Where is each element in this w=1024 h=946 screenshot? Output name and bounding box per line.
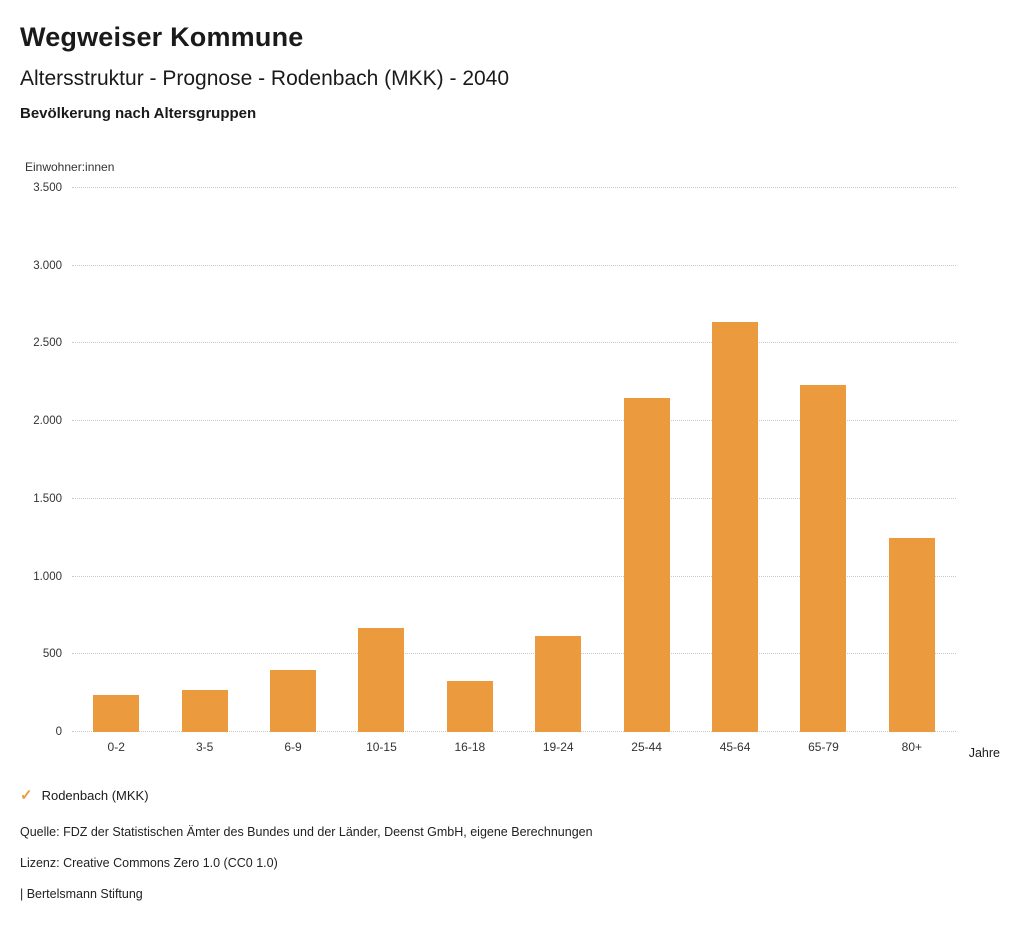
x-tick-label: 80+ xyxy=(901,740,923,754)
bar-65-79[interactable] xyxy=(800,385,847,732)
y-tick-label: 2.500 xyxy=(33,337,62,350)
bar-80+[interactable] xyxy=(888,537,935,732)
bar-6-9[interactable] xyxy=(270,669,317,732)
gridline: 1.500 xyxy=(33,493,956,505)
x-tick-label: 0-2 xyxy=(107,740,125,754)
bar-cell xyxy=(337,188,425,732)
plot-area: 0 500 1.000 1.500 2.000 2.500 3.000 3.500 0-2 3-… xyxy=(33,182,1000,760)
bar-25-44[interactable] xyxy=(623,397,670,732)
gridline: 0 xyxy=(56,726,956,738)
bar-cell xyxy=(72,188,160,732)
check-icon: ✓ xyxy=(20,787,33,804)
bar-16-18[interactable] xyxy=(446,680,493,732)
y-axis-title: Einwohner:innen xyxy=(25,160,115,174)
bar-cell xyxy=(514,188,602,732)
chart-title: Altersstruktur - Prognose - Rodenbach (M… xyxy=(20,67,510,90)
x-tick-label: 10-15 xyxy=(366,740,397,754)
bar-cell xyxy=(691,188,779,732)
bar-series xyxy=(72,188,956,732)
x-tick-label: 6-9 xyxy=(284,740,302,754)
x-tick-label: 3-5 xyxy=(195,740,214,754)
legend-item-rodenbach[interactable]: ✓ Rodenbach (MKK) xyxy=(20,788,1004,803)
attribution-note: | Bertelsmann Stiftung xyxy=(20,887,143,901)
bar-cell xyxy=(779,188,867,732)
gridline: 1.000 xyxy=(33,571,956,583)
source-note: Quelle: FDZ der Statistischen Ämter des … xyxy=(20,825,593,839)
x-tick-label: 25-44 xyxy=(631,740,662,754)
y-tick-label: 3.500 xyxy=(33,182,62,194)
app-title: Wegweiser Kommune xyxy=(20,22,304,52)
page: Wegweiser Kommune Altersstruktur - Progn… xyxy=(20,22,1004,901)
x-tick-label: 16-18 xyxy=(454,740,486,754)
y-tick-label: 3.000 xyxy=(33,259,62,272)
x-axis-labels: 0-2 3-5 6-9 10-15 16-18 19-24 25-44 45-64 65-79 8… xyxy=(72,740,956,754)
bar-0-2[interactable] xyxy=(93,694,140,732)
x-tick-label: 19-24 xyxy=(542,740,574,754)
bar-cell xyxy=(426,188,514,732)
y-tick-label: 500 xyxy=(42,648,62,661)
bar-45-64[interactable] xyxy=(712,321,759,732)
y-tick-label: 0 xyxy=(55,726,62,738)
bar-10-15[interactable] xyxy=(358,627,405,732)
y-tick-label: 1.000 xyxy=(33,570,62,583)
gridline: 2.500 xyxy=(33,337,956,349)
footer: Quelle: FDZ der Statistischen Ämter des … xyxy=(20,825,1004,901)
x-axis-title: Jahre xyxy=(968,746,1000,760)
gridline: 500 xyxy=(43,648,956,660)
legend-label: Rodenbach (MKK) xyxy=(41,788,149,803)
x-tick-label: 45-64 xyxy=(719,740,751,754)
bar-3-5[interactable] xyxy=(181,690,228,732)
y-tick-label: 1.500 xyxy=(33,492,62,505)
bar-cell xyxy=(249,188,337,732)
license-note: Lizenz: Creative Commons Zero 1.0 (CC0 1… xyxy=(20,856,278,870)
gridline: 3.000 xyxy=(33,260,956,272)
bar-chart: Einwohner:innen 0 500 1.000 1.500 2.000 2.500… xyxy=(20,160,1004,803)
bar-cell xyxy=(160,188,248,732)
gridline: 2.000 xyxy=(33,415,956,427)
gridline: 3.500 xyxy=(33,182,956,194)
y-tick-label: 2.000 xyxy=(33,415,62,428)
bar-cell xyxy=(602,188,690,732)
bar-cell xyxy=(868,188,956,732)
chart-subtitle: Bevölkerung nach Altersgruppen xyxy=(20,105,257,122)
x-tick-label: 65-79 xyxy=(808,740,839,754)
plot-canvas: 0 500 1.000 1.500 2.000 2.500 3.000 3.500 xyxy=(33,182,956,738)
bar-19-24[interactable] xyxy=(535,635,582,732)
